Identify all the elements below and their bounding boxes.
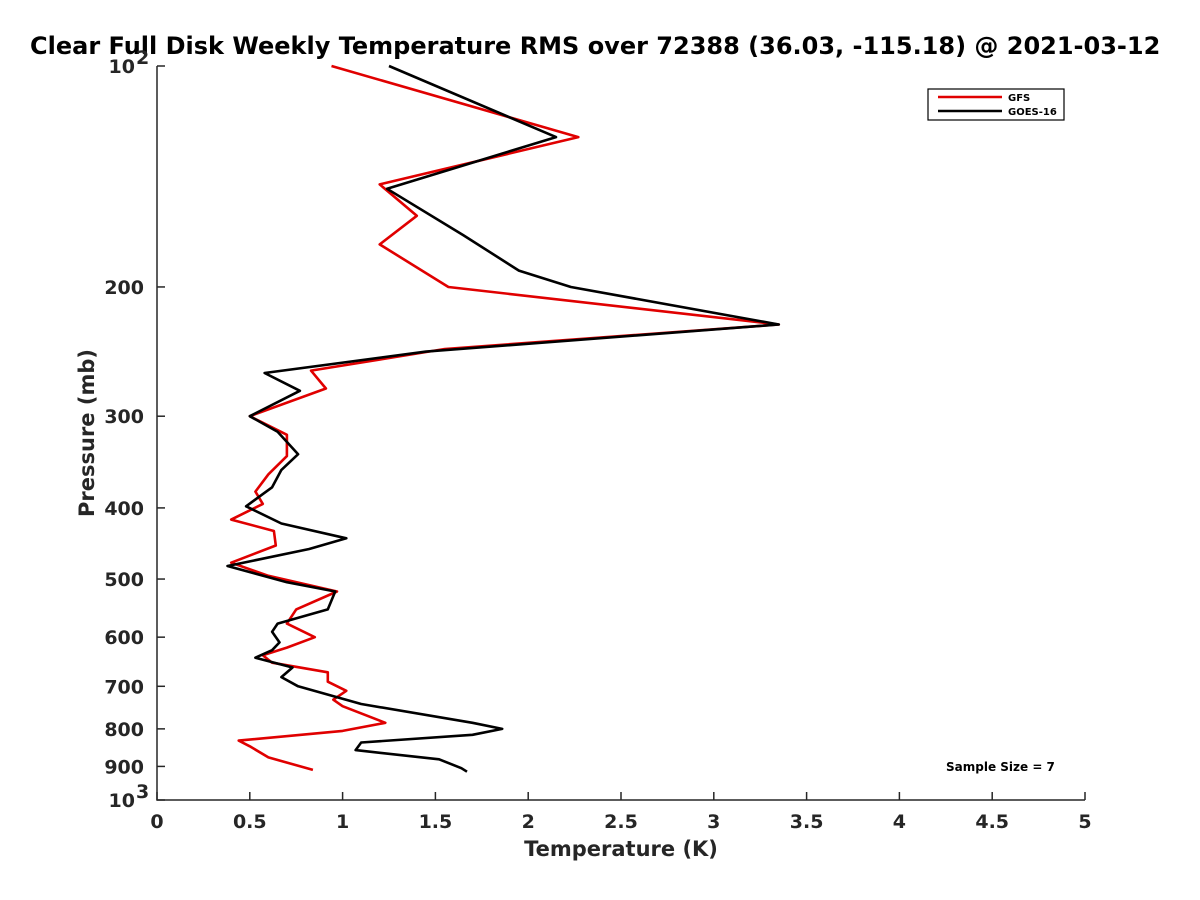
- y-tick-exponent: 3: [136, 781, 149, 803]
- x-tick-label: 5: [1078, 811, 1091, 833]
- y-tick-label: 600: [104, 627, 144, 649]
- y-tick-label: 300: [104, 406, 144, 428]
- legend-box: [927, 88, 1065, 121]
- x-tick-label: 4.5: [975, 811, 1009, 833]
- y-tick-label: 10: [109, 56, 135, 78]
- series-layer: [226, 64, 781, 773]
- x-tick-label: 3: [707, 811, 720, 833]
- x-tick-label: 2: [522, 811, 535, 833]
- legend-label: GFS: [1008, 93, 1030, 104]
- x-tick-label: 2.5: [604, 811, 638, 833]
- y-tick-label: 800: [104, 719, 144, 741]
- x-tick-label: 4: [893, 811, 906, 833]
- y-tick-label: 900: [104, 756, 144, 778]
- x-tick-label: 1.5: [419, 811, 453, 833]
- x-tick-label: 1: [336, 811, 349, 833]
- sample-size-annotation: Sample Size = 7: [946, 760, 1055, 774]
- x-axis: 0 0.5 1 1.5 2 2.5 3 3.5 4 4.5 5: [150, 792, 1092, 833]
- x-tick-label: 0.5: [233, 811, 267, 833]
- x-tick-label: 3.5: [790, 811, 824, 833]
- y-tick-label: 700: [104, 676, 144, 698]
- legend: GFS GOES-16: [927, 88, 1065, 121]
- x-tick-label: 0: [150, 811, 163, 833]
- y-tick-exponent: 2: [136, 47, 149, 69]
- legend-label: GOES-16: [1008, 107, 1057, 118]
- y-tick-label: 10: [109, 790, 135, 812]
- y-tick-label: 200: [104, 277, 144, 299]
- chart-title: Clear Full Disk Weekly Temperature RMS o…: [30, 32, 1160, 60]
- plot-area: [157, 66, 1085, 800]
- y-axis-label: Pressure (mb): [75, 349, 99, 517]
- series-line-goes-16: [226, 64, 781, 773]
- y-tick-label: 500: [104, 569, 144, 591]
- x-axis-label: Temperature (K): [524, 837, 718, 861]
- y-tick-label: 400: [104, 498, 144, 520]
